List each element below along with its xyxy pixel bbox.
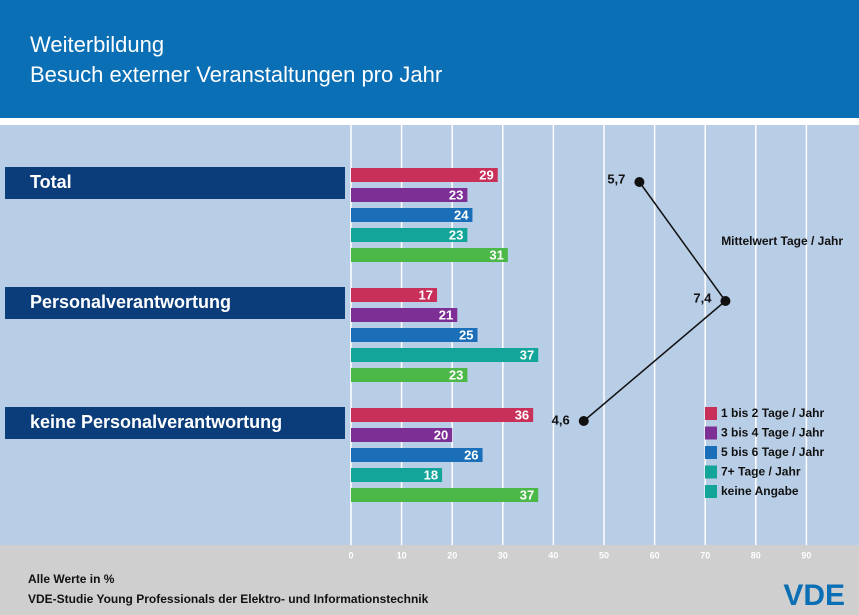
mean-name: Mittelwert Tage / Jahr: [721, 234, 843, 248]
bar-label: 23: [449, 367, 463, 382]
group-label: keine Personalverantwortung: [30, 412, 282, 432]
bar: [351, 468, 443, 482]
x-tick-label: 80: [751, 550, 761, 560]
legend-swatch: [705, 485, 717, 498]
source: VDE-Studie Young Professionals der Elekt…: [28, 592, 429, 606]
mean-label: 7,4: [693, 290, 712, 305]
mean-point: [634, 177, 645, 187]
x-tick-label: 0: [348, 550, 353, 560]
group-label-bg: [5, 407, 345, 439]
bar: [351, 328, 478, 342]
bar: [351, 368, 468, 382]
legend-label: 1 bis 2 Tage / Jahr: [721, 406, 824, 420]
group-label: Personalverantwortung: [30, 292, 231, 312]
legend-label: 7+ Tage / Jahr: [721, 465, 801, 479]
bar-label: 29: [479, 167, 493, 182]
bar: [351, 288, 438, 302]
x-tick-label: 20: [447, 550, 457, 560]
header: [0, 0, 859, 118]
mean-label: 4,6: [552, 412, 570, 427]
x-tick-label: 60: [650, 550, 660, 560]
x-tick-label: 10: [397, 550, 407, 560]
chart-title: Weiterbildung: [30, 32, 164, 57]
bar-label: 20: [434, 427, 448, 442]
bar-label: 21: [439, 307, 453, 322]
bar: [351, 168, 498, 182]
group-label-bg: [5, 167, 345, 199]
bar: [351, 308, 458, 322]
legend-label: 5 bis 6 Tage / Jahr: [721, 445, 824, 459]
bar: [351, 248, 508, 262]
legend-swatch: [705, 465, 717, 479]
bar: [351, 428, 453, 442]
bar: [351, 348, 539, 362]
bar-label: 18: [424, 467, 438, 482]
mean-point: [720, 296, 731, 306]
x-tick-label: 40: [548, 550, 558, 560]
bar-label: 37: [520, 487, 534, 502]
x-tick-label: 90: [801, 550, 811, 560]
logo: VDE: [783, 579, 845, 612]
bar-label: 37: [520, 347, 534, 362]
bar-label: 36: [515, 407, 529, 422]
bar-label: 17: [419, 287, 433, 302]
x-tick-label: 30: [498, 550, 508, 560]
bar: [351, 188, 468, 202]
bar: [351, 448, 483, 462]
mean-label: 5,7: [607, 171, 625, 186]
bar: [351, 488, 539, 502]
legend-label: 3 bis 4 Tage / Jahr: [721, 426, 824, 440]
bar-label: 26: [464, 447, 478, 462]
bar-label: 25: [459, 327, 473, 342]
legend-swatch: [705, 407, 717, 420]
x-tick-label: 50: [599, 550, 609, 560]
legend-swatch: [705, 446, 717, 459]
x-tick-label: 70: [700, 550, 710, 560]
note: Alle Werte in %: [28, 572, 115, 586]
bar: [351, 408, 534, 422]
mean-point: [578, 416, 589, 426]
bar-label: 24: [454, 207, 469, 222]
group-label: Total: [30, 172, 72, 192]
bar-label: 23: [449, 227, 463, 242]
legend-swatch: [705, 426, 717, 440]
bar: [351, 228, 468, 242]
legend-label: keine Angabe: [721, 484, 799, 498]
chart-subtitle: Besuch externer Veranstaltungen pro Jahr: [30, 62, 442, 87]
footer: [0, 545, 859, 615]
bar-label: 31: [489, 247, 503, 262]
bar: [351, 208, 473, 222]
group-label-bg: [5, 287, 345, 319]
bar-label: 23: [449, 187, 463, 202]
